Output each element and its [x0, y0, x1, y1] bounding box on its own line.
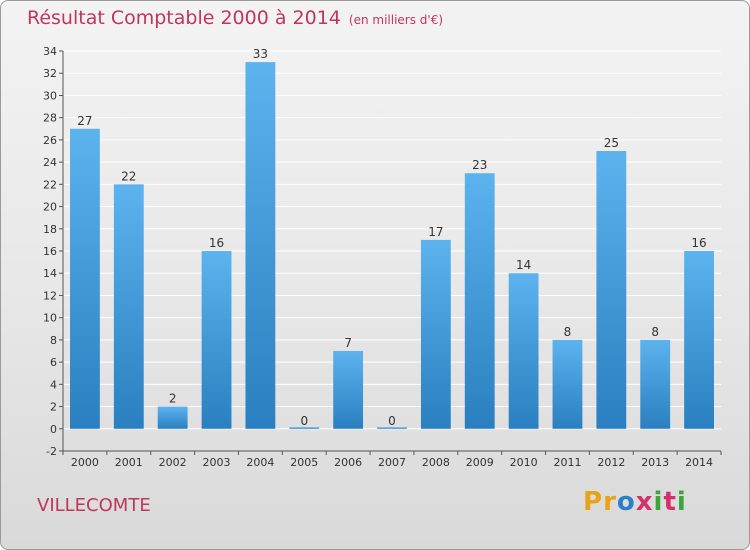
- bar-2004: [245, 62, 276, 429]
- value-label-2011: 8: [564, 325, 572, 339]
- bar-2007: [377, 427, 407, 429]
- y-tick-label: 26: [43, 134, 57, 147]
- x-tick-label-2007: 2007: [378, 456, 406, 469]
- bar-2010: [508, 273, 539, 429]
- y-tick-label: 6: [50, 356, 57, 369]
- bar-2006: [333, 351, 364, 429]
- value-label-2010: 14: [516, 258, 531, 272]
- value-label-2006: 7: [344, 336, 352, 350]
- y-tick-label: 10: [43, 312, 57, 325]
- y-tick-label: 34: [43, 45, 57, 58]
- value-label-2008: 17: [428, 225, 443, 239]
- logo-letter: t: [663, 487, 677, 517]
- value-label-2014: 16: [691, 236, 706, 250]
- y-tick-label: 4: [50, 378, 57, 391]
- bar-2014: [684, 251, 714, 429]
- chart-title: Résultat Comptable 2000 à 2014 (en millie…: [27, 7, 443, 29]
- y-tick-label: 30: [43, 89, 57, 102]
- value-label-2007: 0: [388, 414, 396, 428]
- y-tick-label: 0: [50, 423, 57, 436]
- y-tick-label: -2: [46, 445, 57, 458]
- x-tick-label-2006: 2006: [334, 456, 362, 469]
- value-label-2001: 22: [121, 169, 136, 183]
- y-tick-label: 8: [50, 334, 57, 347]
- proxiti-logo: Proxiti: [583, 487, 687, 517]
- y-tick-label: 16: [43, 245, 57, 258]
- value-label-2003: 16: [209, 236, 224, 250]
- x-tick-label-2005: 2005: [290, 456, 318, 469]
- y-tick-label: 18: [43, 223, 57, 236]
- y-tick-label: 20: [43, 201, 57, 214]
- bar-2013: [640, 339, 671, 429]
- value-label-2000: 27: [77, 114, 92, 128]
- value-label-2004: 33: [253, 47, 268, 61]
- logo-letter: i: [653, 487, 664, 517]
- bars: [70, 62, 714, 429]
- bar-2001: [113, 184, 144, 429]
- x-tick-label-2008: 2008: [422, 456, 450, 469]
- bar-2003: [201, 251, 232, 429]
- y-tick-label: 2: [50, 401, 57, 414]
- x-tick-label-2002: 2002: [159, 456, 187, 469]
- x-tick-label-2009: 2009: [466, 456, 494, 469]
- x-tick-label-2011: 2011: [553, 456, 581, 469]
- x-tick-label-2014: 2014: [685, 456, 713, 469]
- y-tick-label: 24: [43, 156, 57, 169]
- y-tick-label: 28: [43, 112, 57, 125]
- value-label-2012: 25: [604, 136, 619, 150]
- commune-name: VILLECOMTE: [37, 495, 151, 516]
- logo-letter: i: [676, 487, 687, 517]
- logo-letter: o: [616, 487, 636, 517]
- value-label-2009: 23: [472, 158, 487, 172]
- x-tick-label-2010: 2010: [510, 456, 538, 469]
- logo-letter: x: [635, 487, 654, 517]
- logo-letter: P: [583, 487, 604, 517]
- y-tick-label: 14: [43, 267, 57, 280]
- y-tick-label: 22: [43, 178, 57, 191]
- y-tick-label: 12: [43, 289, 57, 302]
- x-tick-label-2003: 2003: [203, 456, 231, 469]
- bar-2009: [464, 173, 495, 429]
- bar-2011: [552, 339, 583, 429]
- bar-2005: [289, 427, 320, 429]
- x-tick-label-2001: 2001: [115, 456, 143, 469]
- bar-2000: [70, 128, 100, 429]
- x-tick-label-2004: 2004: [246, 456, 274, 469]
- bar-2002: [157, 406, 188, 429]
- value-label-2002: 2: [169, 392, 177, 406]
- value-label-2005: 0: [300, 414, 308, 428]
- bar-2012: [596, 151, 627, 429]
- value-label-2013: 8: [651, 325, 659, 339]
- chart-subtitle: (en milliers d'€): [348, 13, 444, 27]
- bar-2008: [420, 239, 451, 429]
- y-tick-label: 32: [43, 67, 57, 80]
- x-tick-label-2013: 2013: [641, 456, 669, 469]
- x-tick-label-2012: 2012: [597, 456, 625, 469]
- logo-letter: r: [603, 487, 617, 517]
- x-tick-label-2000: 2000: [71, 456, 99, 469]
- chart-title-text: Résultat Comptable 2000 à 2014: [27, 7, 341, 29]
